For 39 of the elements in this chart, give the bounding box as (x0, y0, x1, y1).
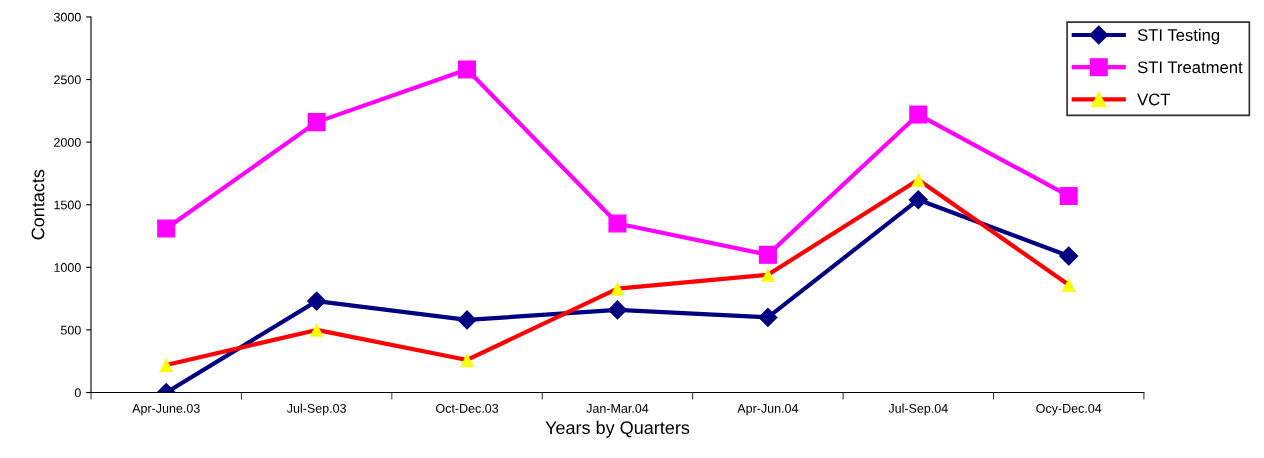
point (758, 245, 777, 264)
y-tick-label: 1500 (54, 200, 81, 210)
y-tick-label: 500 (60, 325, 81, 335)
point (908, 190, 928, 210)
x-tick-label: Ocy-Dec.04 (1036, 403, 1102, 416)
y-axis-title: Contacts (31, 169, 45, 240)
y-tick-label: 0 (74, 388, 81, 398)
point (760, 267, 775, 282)
point (911, 172, 926, 187)
point (458, 60, 477, 79)
legend-label: STI Treatment (1137, 61, 1243, 74)
x-tick-label: Apr-Jun.04 (737, 403, 799, 416)
x-tick-label: Oct-Dec.03 (436, 403, 499, 413)
point (309, 322, 324, 337)
legend-label: VCT (1137, 93, 1171, 106)
x-axis-title: Years by Quarters (545, 420, 690, 438)
x-tick-label: Jul-Sep.03 (286, 403, 346, 416)
x-tick-label: Apr-June.03 (132, 403, 200, 416)
point (1059, 246, 1079, 266)
legend-label: STI Testing (1137, 28, 1220, 45)
point (460, 353, 474, 367)
point (307, 291, 327, 311)
point (159, 358, 174, 372)
y-tick-label: 3000 (53, 12, 81, 22)
y-tick-label: 1000 (54, 263, 81, 272)
x-tick-label: Jul-Sep.04 (888, 403, 948, 416)
point (608, 214, 627, 233)
point (157, 219, 176, 238)
x-tick-label: Jan-Mar.04 (586, 403, 649, 413)
point (758, 307, 778, 327)
point (607, 300, 627, 320)
point (909, 105, 928, 124)
point (1059, 186, 1078, 205)
point (1061, 277, 1076, 292)
y-tick-label: 2500 (54, 75, 81, 85)
point (307, 113, 326, 132)
y-tick-label: 2000 (54, 137, 81, 147)
point (610, 281, 625, 296)
point (457, 310, 477, 330)
